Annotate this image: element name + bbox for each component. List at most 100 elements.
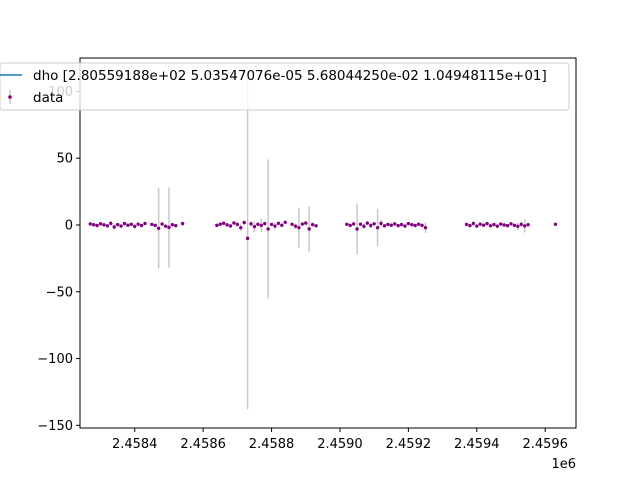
data-point — [348, 223, 352, 228]
data-point — [304, 221, 308, 225]
data-point — [488, 224, 493, 228]
legend-label: data — [33, 90, 63, 106]
x-offset-label: 1e6 — [551, 457, 576, 472]
data-point — [522, 224, 527, 228]
data-point — [170, 223, 175, 227]
data-point — [245, 236, 250, 241]
data-point — [263, 221, 267, 226]
data-point — [280, 223, 284, 227]
data-point — [382, 224, 387, 228]
data-point — [156, 226, 161, 231]
x-tick-label: 2.4596 — [522, 437, 568, 452]
data-point — [526, 223, 530, 227]
data-point — [403, 224, 407, 228]
data-point — [314, 224, 318, 228]
legend-box — [0, 62, 570, 111]
data-point — [115, 222, 120, 227]
y-tick-label: −100 — [37, 352, 73, 367]
data-point — [109, 221, 113, 226]
data-point — [150, 222, 154, 227]
data-point — [399, 222, 404, 227]
data-point — [163, 224, 168, 228]
x-tick-label: 2.4592 — [386, 437, 432, 452]
data-point — [492, 222, 496, 227]
data-point — [495, 224, 500, 228]
y-tick-label: 0 — [65, 218, 73, 233]
data-point — [102, 223, 106, 227]
data-point — [307, 227, 311, 231]
data-point — [259, 223, 263, 228]
data-point — [232, 221, 236, 225]
data-point — [215, 223, 219, 228]
data-point — [505, 223, 510, 228]
data-point — [475, 224, 479, 228]
data-point — [95, 223, 99, 228]
data-point — [269, 222, 274, 227]
data-point — [225, 223, 229, 227]
data-point — [273, 224, 277, 228]
data-point — [266, 227, 270, 231]
data-point — [122, 221, 127, 226]
data-point — [129, 222, 134, 226]
data-point — [389, 223, 393, 227]
data-point — [416, 222, 421, 226]
data-point — [167, 225, 171, 230]
data-point — [420, 223, 424, 228]
y-tick-label: −50 — [46, 285, 73, 300]
data-point — [351, 222, 356, 226]
data-point — [502, 223, 506, 227]
x-tick-label: 2.4588 — [249, 437, 295, 452]
data-point — [139, 223, 144, 228]
data-point — [88, 222, 92, 226]
data-point — [386, 222, 390, 227]
data-point — [485, 221, 489, 226]
data-point — [133, 224, 137, 229]
y-tick-label: −150 — [37, 419, 73, 434]
data-point — [221, 221, 226, 225]
data-point — [355, 227, 359, 231]
data-point — [423, 225, 428, 230]
data-point — [345, 222, 349, 226]
data-point — [91, 223, 96, 227]
data-point — [372, 222, 376, 226]
data-point — [126, 223, 130, 227]
data-point — [105, 224, 110, 228]
data-point — [509, 222, 513, 226]
data-point — [228, 224, 233, 228]
data-point — [553, 222, 558, 226]
data-point — [499, 222, 503, 226]
data-point — [406, 221, 411, 226]
y-tick-label: 50 — [56, 152, 73, 167]
data-point — [375, 225, 380, 230]
data-point — [297, 225, 301, 230]
x-tick-label: 2.4584 — [112, 437, 158, 452]
data-point — [512, 223, 517, 228]
data-point — [478, 222, 482, 226]
data-point — [300, 222, 305, 226]
data-point — [293, 224, 298, 228]
data-point — [119, 224, 123, 228]
data-point — [362, 224, 366, 229]
axes-frame — [79, 57, 577, 429]
x-tick-label: 2.4594 — [454, 437, 500, 452]
data-point — [290, 222, 294, 226]
points-layer — [88, 220, 558, 241]
data-point — [464, 222, 469, 227]
axes-layer: 2.4584 2.4586 2.4588 2.4590 2.4592 2.4594 2.45… — [37, 57, 577, 452]
data-point — [369, 223, 373, 228]
data-point — [180, 221, 185, 226]
data-point — [249, 222, 253, 226]
legend: dho [2.80559188e+02 5.03547076e-05 5.680… — [0, 62, 570, 111]
data-point — [471, 221, 476, 226]
data-point — [242, 220, 246, 225]
data-point — [276, 221, 281, 226]
data-point — [393, 222, 397, 226]
data-point — [136, 222, 140, 226]
data-point — [365, 221, 370, 225]
legend-label: dho [2.80559188e+02 5.03547076e-05 5.680… — [33, 68, 547, 84]
data-point — [413, 223, 417, 228]
data-point — [396, 223, 400, 228]
data-point — [174, 223, 178, 228]
